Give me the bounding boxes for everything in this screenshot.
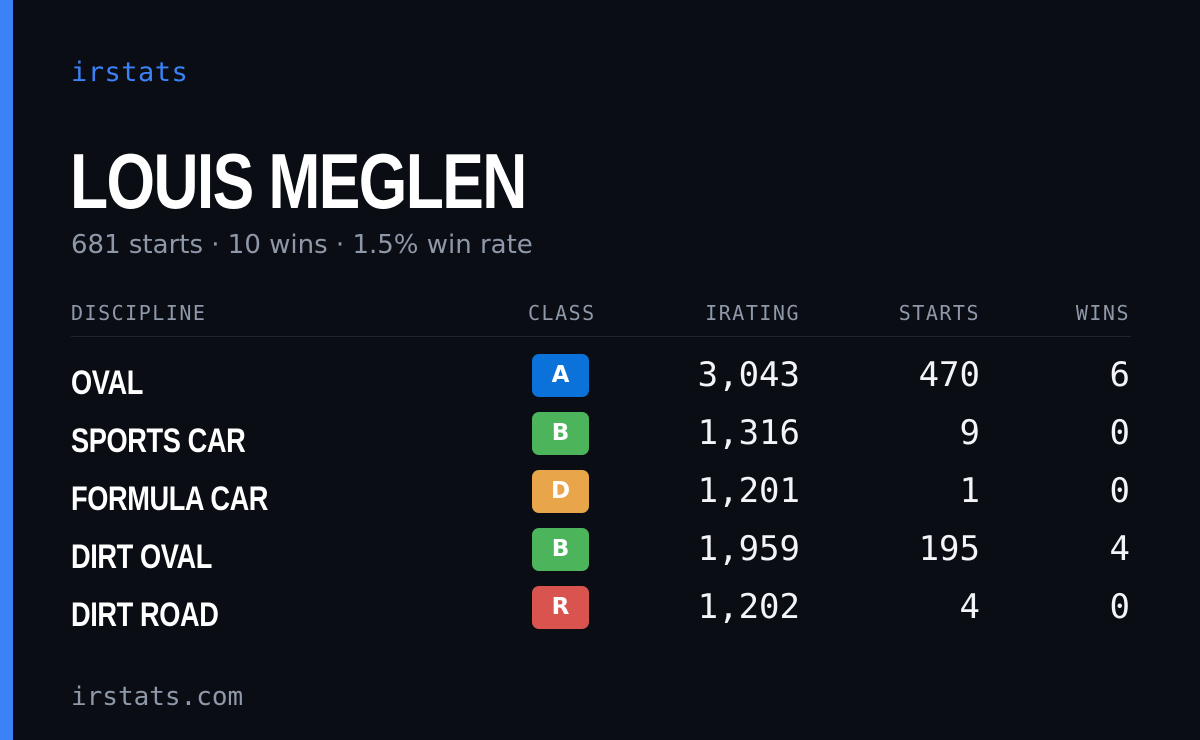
driver-summary: 681 starts · 10 wins · 1.5% win rate bbox=[71, 230, 533, 260]
table-body: OVAL A 3,043 470 6 SPORTS CAR B 1,316 9 … bbox=[71, 337, 1131, 643]
discipline-name: SPORTS CAR bbox=[71, 422, 246, 460]
starts-value: 195 bbox=[918, 529, 980, 569]
driver-name: LOUIS MEGLEN bbox=[70, 137, 527, 225]
starts-value: 4 bbox=[959, 587, 980, 627]
discipline-stats-table: DISCIPLINE CLASS IRATING STARTS WINS OVA… bbox=[71, 296, 1131, 643]
class-badge: D bbox=[532, 470, 589, 513]
class-badge: R bbox=[532, 586, 589, 629]
class-badge: A bbox=[532, 354, 589, 397]
brand-logo-text: irstats bbox=[71, 57, 189, 88]
irating-value: 1,201 bbox=[697, 471, 800, 511]
class-badge: B bbox=[532, 528, 589, 571]
discipline-name: FORMULA CAR bbox=[71, 480, 269, 518]
header-discipline: DISCIPLINE bbox=[71, 301, 207, 325]
header-wins: WINS bbox=[1075, 301, 1130, 325]
accent-bar bbox=[0, 0, 13, 740]
header-class: CLASS bbox=[528, 301, 596, 325]
irating-value: 1,202 bbox=[697, 587, 800, 627]
header-starts: STARTS bbox=[898, 301, 980, 325]
table-row: SPORTS CAR B 1,316 9 0 bbox=[71, 411, 1131, 469]
irating-value: 1,316 bbox=[697, 413, 800, 453]
wins-value: 0 bbox=[1109, 587, 1130, 627]
wins-value: 0 bbox=[1109, 471, 1130, 511]
starts-value: 1 bbox=[959, 471, 980, 511]
class-badge: B bbox=[532, 412, 589, 455]
table-header: DISCIPLINE CLASS IRATING STARTS WINS bbox=[71, 296, 1131, 337]
starts-value: 470 bbox=[918, 355, 980, 395]
discipline-name: DIRT ROAD bbox=[71, 596, 219, 634]
wins-value: 6 bbox=[1109, 355, 1130, 395]
table-row: FORMULA CAR D 1,201 1 0 bbox=[71, 469, 1131, 527]
irating-value: 3,043 bbox=[697, 355, 800, 395]
footer-domain: irstats.com bbox=[71, 682, 244, 712]
wins-value: 4 bbox=[1109, 529, 1130, 569]
discipline-name: OVAL bbox=[71, 364, 143, 402]
table-row: DIRT ROAD R 1,202 4 0 bbox=[71, 585, 1131, 643]
header-irating: IRATING bbox=[705, 301, 800, 325]
starts-value: 9 bbox=[959, 413, 980, 453]
irating-value: 1,959 bbox=[697, 529, 800, 569]
table-row: OVAL A 3,043 470 6 bbox=[71, 353, 1131, 411]
discipline-name: DIRT OVAL bbox=[71, 538, 212, 576]
table-row: DIRT OVAL B 1,959 195 4 bbox=[71, 527, 1131, 585]
wins-value: 0 bbox=[1109, 413, 1130, 453]
